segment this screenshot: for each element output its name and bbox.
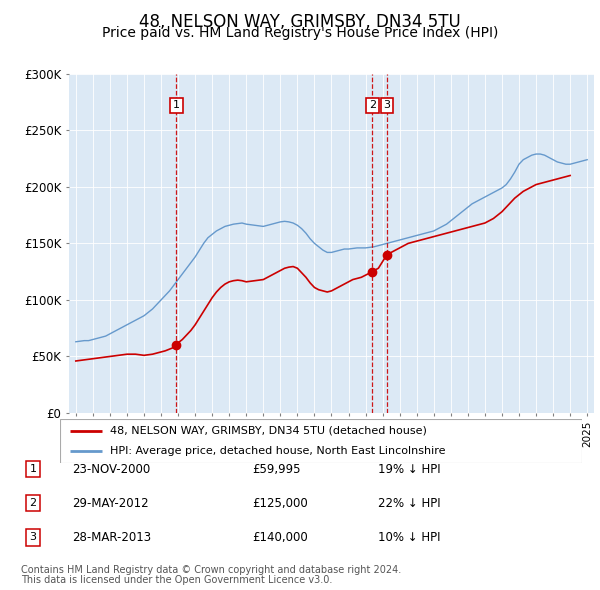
Text: 48, NELSON WAY, GRIMSBY, DN34 5TU (detached house): 48, NELSON WAY, GRIMSBY, DN34 5TU (detac… [110, 426, 427, 436]
Text: £125,000: £125,000 [252, 497, 308, 510]
Text: This data is licensed under the Open Government Licence v3.0.: This data is licensed under the Open Gov… [21, 575, 332, 585]
Text: 3: 3 [29, 533, 37, 542]
Text: HPI: Average price, detached house, North East Lincolnshire: HPI: Average price, detached house, Nort… [110, 446, 445, 456]
Text: Price paid vs. HM Land Registry's House Price Index (HPI): Price paid vs. HM Land Registry's House … [102, 26, 498, 40]
Text: £140,000: £140,000 [252, 531, 308, 544]
Text: 19% ↓ HPI: 19% ↓ HPI [378, 463, 440, 476]
Text: 22% ↓ HPI: 22% ↓ HPI [378, 497, 440, 510]
Text: 1: 1 [173, 100, 180, 110]
Text: Contains HM Land Registry data © Crown copyright and database right 2024.: Contains HM Land Registry data © Crown c… [21, 565, 401, 575]
Text: 29-MAY-2012: 29-MAY-2012 [72, 497, 149, 510]
Text: 1: 1 [29, 464, 37, 474]
Text: 48, NELSON WAY, GRIMSBY, DN34 5TU: 48, NELSON WAY, GRIMSBY, DN34 5TU [139, 13, 461, 31]
Text: 2: 2 [29, 499, 37, 508]
FancyBboxPatch shape [60, 419, 582, 463]
Text: £59,995: £59,995 [252, 463, 301, 476]
Text: 28-MAR-2013: 28-MAR-2013 [72, 531, 151, 544]
Text: 2: 2 [369, 100, 376, 110]
Text: 10% ↓ HPI: 10% ↓ HPI [378, 531, 440, 544]
Text: 3: 3 [383, 100, 391, 110]
Text: 23-NOV-2000: 23-NOV-2000 [72, 463, 150, 476]
